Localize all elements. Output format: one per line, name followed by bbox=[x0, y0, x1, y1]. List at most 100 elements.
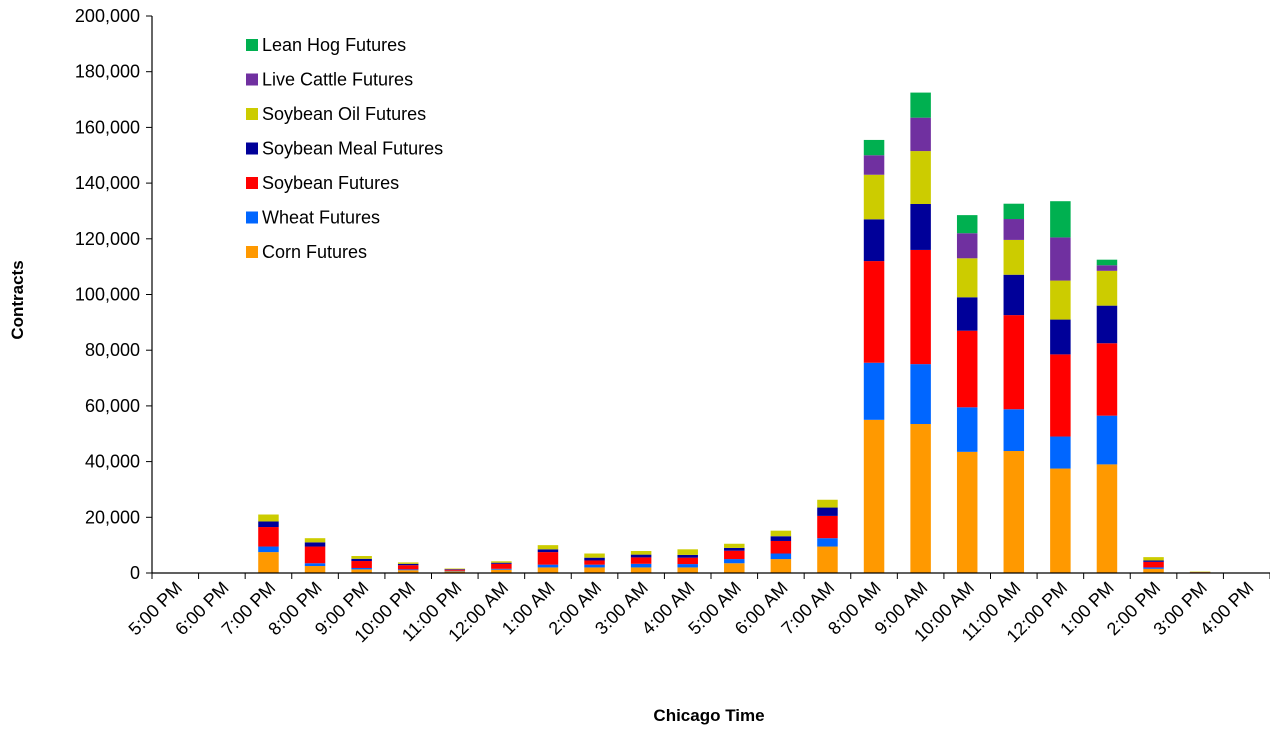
bar-segment bbox=[1097, 464, 1117, 573]
bar-segment bbox=[910, 151, 930, 204]
bar-segment bbox=[351, 559, 371, 561]
bar-segment bbox=[584, 567, 604, 573]
y-axis-title: Contracts bbox=[8, 260, 27, 339]
bar-segment bbox=[771, 531, 791, 537]
bar-segment bbox=[957, 258, 977, 297]
bar-segment bbox=[538, 565, 558, 568]
bar-segment bbox=[1097, 343, 1117, 415]
bar-segment bbox=[910, 250, 930, 364]
y-tick-label: 140,000 bbox=[75, 173, 140, 193]
bar-segment bbox=[305, 547, 325, 564]
legend-swatch bbox=[246, 74, 258, 86]
bar-segment bbox=[491, 563, 511, 564]
legend-swatch bbox=[246, 246, 258, 258]
bar-segment bbox=[817, 547, 837, 573]
bar-segment bbox=[1097, 416, 1117, 465]
bar-segment bbox=[771, 541, 791, 554]
bar-segment bbox=[864, 363, 884, 420]
bars bbox=[258, 93, 1210, 573]
bar-segment bbox=[817, 508, 837, 516]
y-tick-label: 40,000 bbox=[85, 452, 140, 472]
bar-segment bbox=[258, 527, 278, 546]
bar-segment bbox=[258, 521, 278, 527]
bar-segment bbox=[1004, 275, 1024, 315]
y-tick-label: 160,000 bbox=[75, 117, 140, 137]
bar-segment bbox=[957, 297, 977, 330]
y-tick-label: 20,000 bbox=[85, 507, 140, 527]
bar-segment bbox=[1004, 409, 1024, 451]
x-axis-title: Chicago Time bbox=[653, 706, 764, 725]
bar-segment bbox=[910, 93, 930, 118]
bar-segment bbox=[631, 551, 651, 555]
legend-label: Soybean Futures bbox=[262, 173, 399, 193]
bar-segment bbox=[351, 556, 371, 559]
bar-segment bbox=[724, 544, 744, 548]
bar-segment bbox=[258, 515, 278, 522]
bar-segment bbox=[724, 559, 744, 563]
y-tick-label: 60,000 bbox=[85, 396, 140, 416]
bar-segment bbox=[538, 549, 558, 552]
bar-segment bbox=[584, 554, 604, 558]
bar-segment bbox=[398, 562, 418, 563]
bar-segment bbox=[305, 566, 325, 573]
bar-segment bbox=[957, 407, 977, 452]
bar-segment bbox=[771, 536, 791, 541]
bar-segment bbox=[584, 560, 604, 564]
bar-segment bbox=[1143, 562, 1163, 568]
bar-segment bbox=[910, 118, 930, 151]
bar-segment bbox=[864, 155, 884, 174]
bar-segment bbox=[771, 554, 791, 560]
legend-label: Live Cattle Futures bbox=[262, 70, 413, 90]
bar-segment bbox=[1050, 437, 1070, 469]
bar-segment bbox=[631, 564, 651, 568]
y-tick-label: 100,000 bbox=[75, 285, 140, 305]
bar-segment bbox=[677, 555, 697, 558]
bar-segment bbox=[677, 567, 697, 573]
bar-segment bbox=[771, 559, 791, 573]
bar-segment bbox=[1097, 265, 1117, 271]
bar-segment bbox=[584, 558, 604, 561]
bar-segment bbox=[677, 564, 697, 567]
bar-segment bbox=[677, 558, 697, 564]
bar-segment bbox=[631, 557, 651, 563]
bar-segment bbox=[398, 565, 418, 569]
bar-segment bbox=[864, 175, 884, 220]
bar-segment bbox=[351, 561, 371, 568]
legend-label: Corn Futures bbox=[262, 242, 367, 262]
bar-segment bbox=[724, 551, 744, 559]
bar-segment bbox=[957, 452, 977, 573]
bar-segment bbox=[1050, 320, 1070, 355]
bar-segment bbox=[1004, 204, 1024, 219]
bar-segment bbox=[1050, 237, 1070, 280]
bar-segment bbox=[258, 547, 278, 553]
legend-swatch bbox=[246, 39, 258, 51]
legend-swatch bbox=[246, 143, 258, 155]
bar-segment bbox=[491, 569, 511, 570]
bar-segment bbox=[1143, 567, 1163, 568]
bar-segment bbox=[817, 500, 837, 508]
bar-segment bbox=[1143, 569, 1163, 573]
bar-segment bbox=[864, 420, 884, 573]
bar-segment bbox=[538, 567, 558, 573]
legend-swatch bbox=[246, 108, 258, 120]
bar-segment bbox=[910, 424, 930, 573]
bar-segment bbox=[398, 564, 418, 565]
bar-segment bbox=[1050, 281, 1070, 320]
bar-segment bbox=[631, 555, 651, 558]
legend-swatch bbox=[246, 212, 258, 224]
bar-segment bbox=[864, 219, 884, 261]
bar-segment bbox=[1143, 560, 1163, 561]
bar-segment bbox=[957, 331, 977, 408]
bar-segment bbox=[817, 538, 837, 546]
bar-segment bbox=[445, 569, 465, 570]
y-tick-label: 80,000 bbox=[85, 340, 140, 360]
bar-segment bbox=[864, 261, 884, 363]
bar-segment bbox=[584, 565, 604, 568]
bar-segment bbox=[1050, 469, 1070, 573]
bar-segment bbox=[538, 545, 558, 549]
bar-segment bbox=[724, 548, 744, 551]
bar-segment bbox=[1097, 260, 1117, 266]
y-tick-label: 0 bbox=[130, 563, 140, 583]
